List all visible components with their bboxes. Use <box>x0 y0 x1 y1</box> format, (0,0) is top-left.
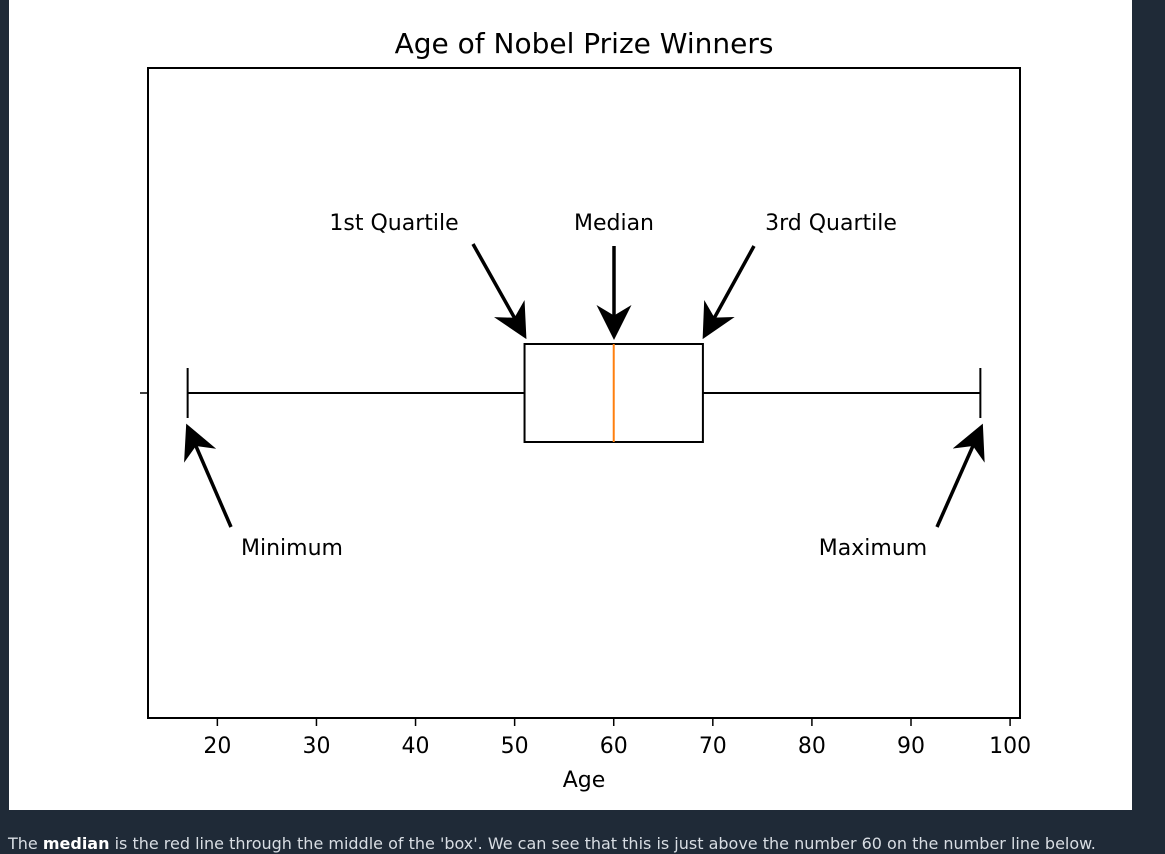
figure-panel: Age of Nobel Prize Winners 20 30 40 50 60 70 8… <box>9 0 1132 810</box>
annotations: Minimum 1st Quartile Median 3rd Quartile Max… <box>184 211 985 561</box>
x-tick-label: 70 <box>699 734 727 759</box>
chart-title: Age of Nobel Prize Winners <box>395 27 774 60</box>
x-axis-ticks: 20 30 40 50 60 70 80 90 100 <box>203 718 1031 759</box>
q1-arrow <box>471 243 527 340</box>
caption: The median is the red line through the m… <box>8 834 1165 854</box>
x-tick-label: 20 <box>203 734 231 759</box>
box-group <box>186 343 982 443</box>
x-tick-label: 30 <box>302 734 330 759</box>
x-tick-label: 60 <box>600 734 628 759</box>
median-annotation-label: Median <box>574 211 654 236</box>
x-tick-label: 40 <box>402 734 430 759</box>
x-tick-label: 80 <box>798 734 826 759</box>
q3-arrow <box>702 245 756 340</box>
q3-annotation-label: 3rd Quartile <box>765 211 897 236</box>
maximum-annotation-label: Maximum <box>819 536 927 561</box>
caption-bold: median <box>42 834 110 853</box>
caption-suffix: is the red line through the middle of th… <box>109 834 1096 853</box>
box-plot-chart: Age of Nobel Prize Winners 20 30 40 50 60 70 8… <box>140 27 1031 793</box>
maximum-arrow <box>935 423 985 528</box>
minimum-arrow <box>184 423 233 528</box>
x-tick-label: 90 <box>897 734 925 759</box>
x-axis-label: Age <box>563 768 606 793</box>
caption-prefix: The <box>8 834 43 853</box>
q1-annotation-label: 1st Quartile <box>329 211 458 236</box>
x-tick-label: 100 <box>989 734 1031 759</box>
x-tick-label: 50 <box>501 734 529 759</box>
minimum-annotation-label: Minimum <box>241 536 343 561</box>
